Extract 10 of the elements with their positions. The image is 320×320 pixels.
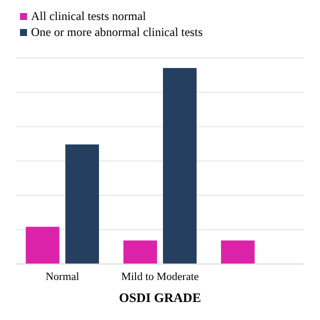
bar: [26, 226, 60, 264]
bar: [123, 240, 158, 264]
bar: [65, 144, 99, 264]
legend-label: One or more abnormal clinical tests: [31, 25, 203, 39]
x-axis-title: OSDI GRADE: [119, 290, 201, 305]
legend-label: All clinical tests normal: [31, 9, 147, 23]
bar: [162, 68, 197, 264]
bar: [221, 240, 255, 264]
x-tick-label: Normal: [46, 271, 80, 283]
x-tick-label: Mild to Moderate: [121, 271, 199, 283]
